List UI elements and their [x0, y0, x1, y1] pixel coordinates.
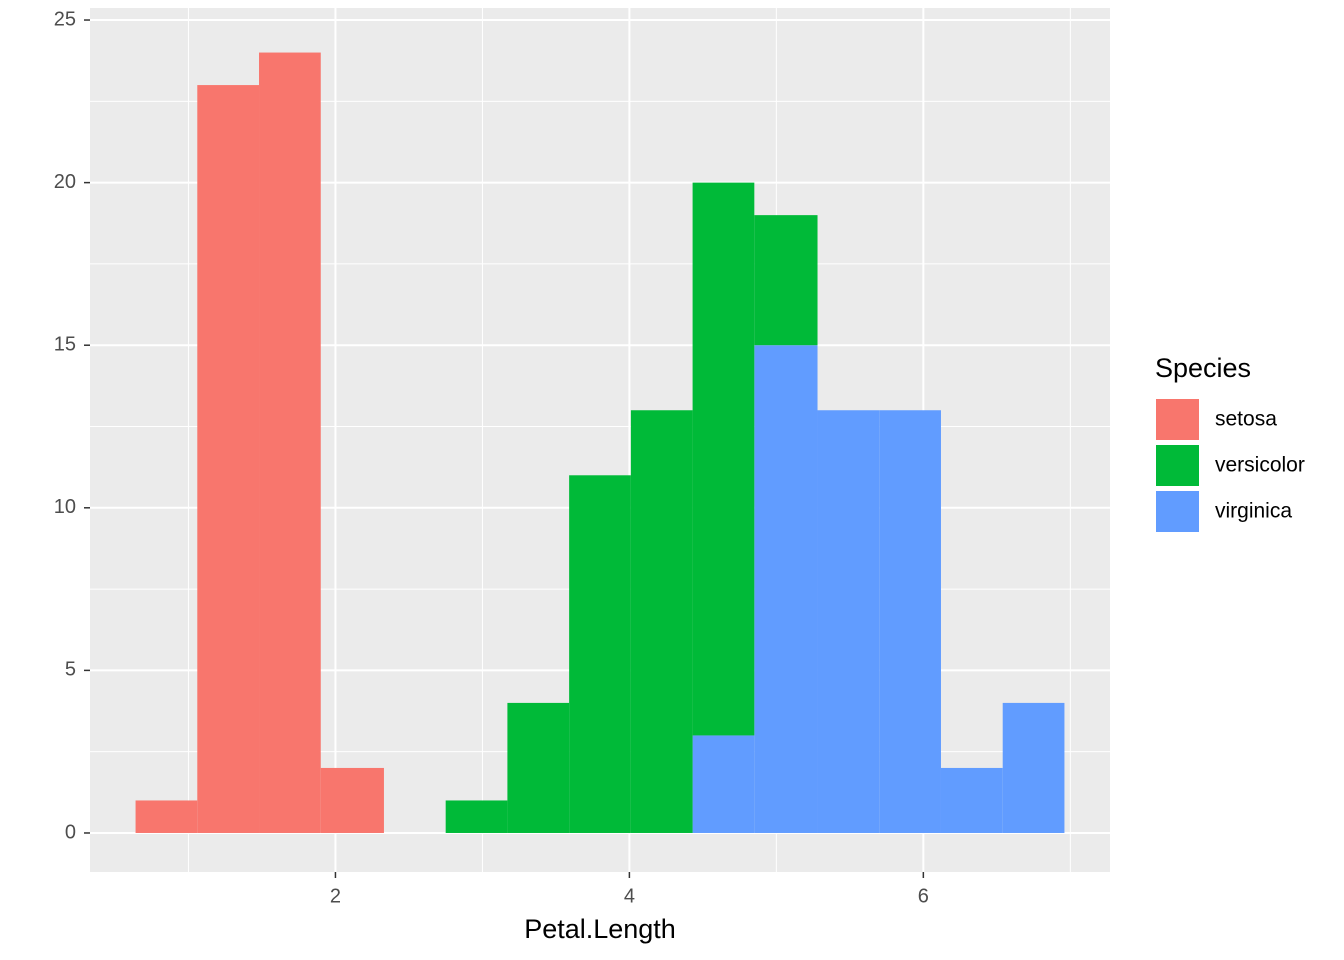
histogram-bar: [630, 410, 693, 833]
y-tick-label: 20: [54, 171, 76, 193]
legend-title: Species: [1155, 353, 1251, 383]
x-tick-label: 2: [330, 885, 341, 907]
legend-key: [1156, 399, 1199, 440]
histogram-bar: [692, 735, 755, 833]
histogram-bar: [754, 215, 818, 346]
histogram-bar: [817, 410, 880, 833]
histogram-bar: [507, 702, 570, 833]
x-tick-label: 4: [624, 885, 635, 907]
legend-label: versicolor: [1215, 454, 1305, 477]
histogram-bar: [445, 800, 508, 833]
y-tick-label: 0: [65, 821, 76, 843]
histogram-bar: [320, 767, 384, 833]
histogram-bar: [879, 410, 941, 833]
histogram-bar: [569, 475, 631, 833]
legend-key: [1156, 445, 1199, 486]
x-axis-label: Petal.Length: [524, 914, 676, 944]
histogram-bar: [197, 85, 260, 833]
histogram-bar: [940, 767, 1003, 833]
y-tick-label: 10: [54, 496, 76, 518]
histogram-bar: [135, 800, 198, 833]
legend-label: setosa: [1215, 408, 1277, 431]
histogram-bar: [692, 182, 755, 736]
histogram-bar: [754, 345, 818, 833]
x-tick-label: 6: [918, 885, 929, 907]
histogram-bar: [1002, 702, 1065, 833]
legend-key: [1156, 491, 1199, 532]
y-tick-label: 15: [54, 333, 76, 355]
y-tick-label: 25: [54, 8, 76, 30]
legend-label: virginica: [1215, 500, 1292, 523]
histogram-bar: [259, 52, 321, 833]
y-tick-label: 5: [65, 659, 76, 681]
